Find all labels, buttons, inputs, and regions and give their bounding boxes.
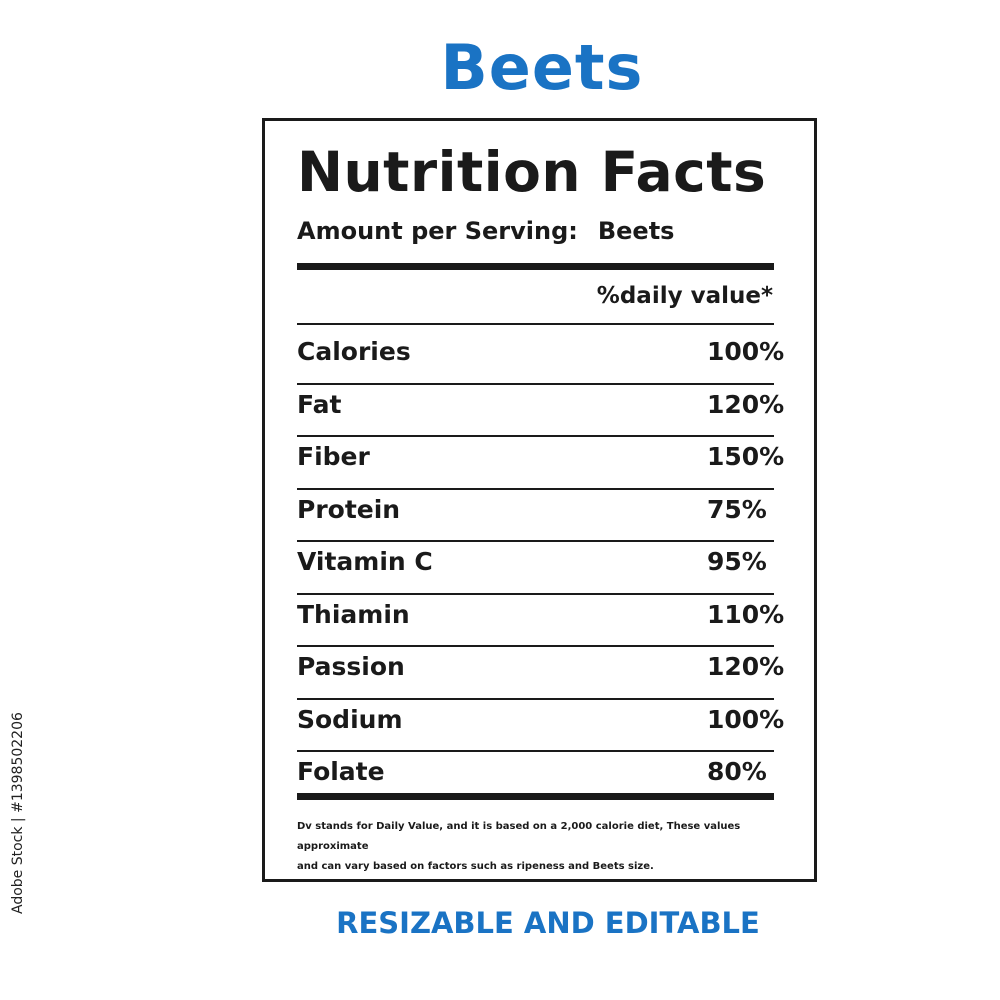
nutrient-row: Sodium 100% [297, 699, 784, 739]
stock-id-watermark: Adobe Stock | #1398502206 [8, 712, 38, 914]
row-divider [297, 382, 774, 385]
bottom-thick-divider [297, 793, 774, 800]
row-divider [297, 540, 774, 542]
nutrient-percent: 150% [707, 442, 785, 471]
nutrient-percent: 110% [707, 599, 785, 629]
nutrient-name: Thiamin [297, 599, 410, 629]
nutrient-row: Fat 120% [297, 384, 784, 424]
daily-value-header: %daily value* [596, 283, 773, 309]
row-divider [297, 435, 774, 437]
product-title: Beets [440, 31, 644, 104]
footnote-line-2: and can vary based on factors such as ri… [297, 861, 654, 872]
nutrient-name: Calories [297, 337, 411, 366]
nutrient-percent: 75% [707, 494, 767, 524]
row-divider [297, 592, 774, 595]
nutrient-percent: 100% [707, 704, 785, 734]
label-heading: Nutrition Facts [297, 140, 767, 204]
nutrient-row: Protein 75% [297, 489, 774, 529]
nutrient-row: Thiamin 110% [297, 594, 784, 634]
nutrient-percent: 95% [707, 547, 767, 576]
serving-label: Amount per Serving: [297, 217, 578, 245]
top-thick-divider [297, 263, 774, 270]
nutrient-name: Fiber [297, 442, 370, 471]
nutrient-row: Calories 100% [297, 331, 784, 371]
nutrient-name: Vitamin C [297, 547, 433, 576]
nutrient-name: Fat [297, 389, 342, 419]
nutrient-percent: 120% [707, 389, 785, 419]
header-divider [297, 323, 774, 325]
nutrient-name: Sodium [297, 704, 403, 734]
nutrient-name: Passion [297, 652, 405, 681]
nutrient-name: Protein [297, 494, 401, 524]
nutrition-label: Nutrition Facts Amount per Serving: Beets… [262, 118, 817, 882]
nutrient-row: Fiber 150% [297, 436, 784, 476]
serving-line: Amount per Serving: Beets [297, 216, 674, 246]
nutrient-percent: 100% [707, 337, 785, 366]
nutrient-row: Folate 80% [297, 751, 774, 791]
nutrient-name: Folate [297, 757, 385, 786]
footnote-line-1: Dv stands for Daily Value, and it is bas… [297, 821, 741, 852]
row-divider [297, 645, 774, 647]
nutrient-row: Passion 120% [297, 646, 784, 686]
stock-id-text: Adobe Stock | #1398502206 [10, 712, 26, 914]
row-divider [297, 697, 774, 700]
row-divider [297, 487, 774, 490]
nutrient-row: Vitamin C 95% [297, 541, 774, 581]
footnote: Dv stands for Daily Value, and it is bas… [297, 817, 797, 877]
serving-value: Beets [597, 217, 675, 245]
nutrient-percent: 120% [707, 652, 785, 681]
row-divider [297, 750, 774, 752]
resizable-caption: RESIZABLE AND EDITABLE [336, 906, 760, 940]
nutrient-percent: 80% [707, 757, 767, 786]
